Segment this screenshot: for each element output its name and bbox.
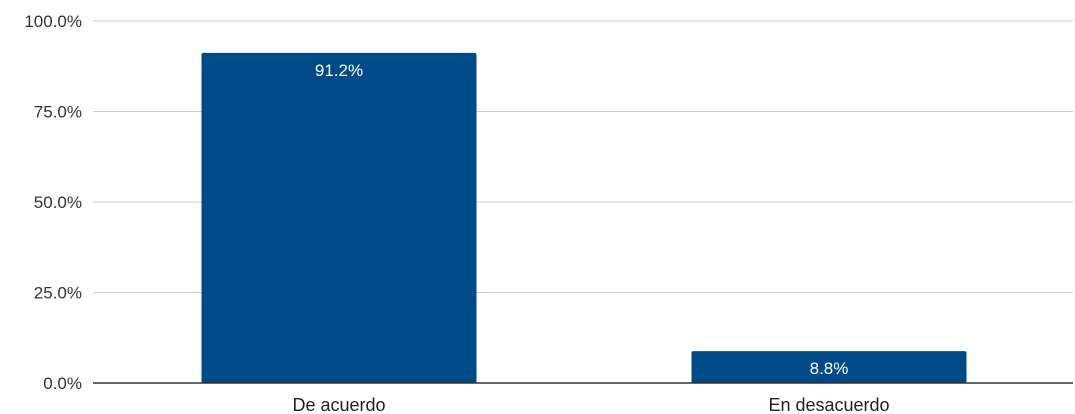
y-tick-label: 75.0%: [34, 103, 82, 122]
data-label: 91.2%: [315, 61, 363, 80]
y-tick-label: 0.0%: [43, 374, 82, 393]
bar: [201, 52, 477, 384]
x-category-label: De acuerdo: [292, 395, 385, 414]
x-category-label: En desacuerdo: [768, 395, 889, 414]
y-axis-ticks: 0.0% 25.0% 50.0% 75.0% 100.0%: [24, 12, 82, 393]
data-label: 8.8%: [810, 359, 849, 378]
x-axis-labels: De acuerdo En desacuerdo: [292, 395, 889, 414]
y-tick-label: 50.0%: [34, 193, 82, 212]
bar: [691, 351, 967, 383]
y-tick-label: 100.0%: [24, 12, 82, 31]
y-tick-label: 25.0%: [34, 284, 82, 303]
bars: 91.2% 8.8%: [201, 52, 967, 384]
